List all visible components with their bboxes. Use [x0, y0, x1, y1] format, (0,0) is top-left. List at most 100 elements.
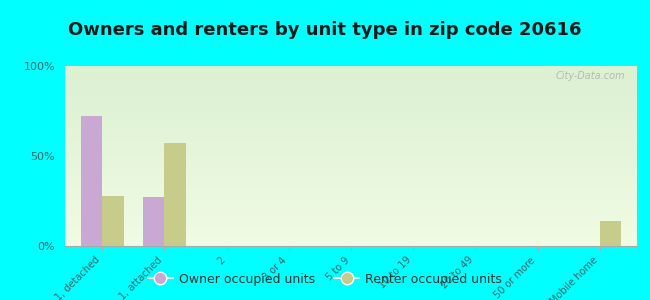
Bar — [65, 134, 637, 135]
Bar — [65, 152, 637, 153]
Bar — [65, 210, 637, 211]
Bar — [65, 165, 637, 166]
Bar — [65, 102, 637, 103]
Bar — [65, 217, 637, 218]
Bar — [65, 69, 637, 70]
Bar — [65, 140, 637, 141]
Bar — [65, 156, 637, 157]
Bar — [65, 167, 637, 168]
Bar — [65, 85, 637, 86]
Bar — [65, 180, 637, 181]
Bar — [65, 230, 637, 231]
Bar — [81, 116, 102, 246]
Bar — [143, 197, 164, 246]
Bar — [65, 145, 637, 146]
Bar — [65, 238, 637, 239]
Bar — [65, 220, 637, 221]
Bar — [65, 183, 637, 184]
Bar — [65, 126, 637, 127]
Bar — [65, 76, 637, 77]
Bar — [65, 166, 637, 167]
Bar — [65, 107, 637, 108]
Bar — [65, 111, 637, 112]
Bar — [65, 81, 637, 82]
Bar — [65, 185, 637, 186]
Bar — [65, 197, 637, 198]
Bar — [65, 243, 637, 244]
Bar — [65, 71, 637, 72]
Legend: Owner occupied units, Renter occupied units: Owner occupied units, Renter occupied un… — [143, 268, 507, 291]
Bar — [65, 204, 637, 205]
Bar — [65, 139, 637, 140]
Bar — [65, 245, 637, 246]
Bar — [65, 148, 637, 149]
Bar — [65, 66, 637, 67]
Bar — [65, 198, 637, 199]
Bar — [65, 135, 637, 136]
Bar — [65, 100, 637, 101]
Bar — [65, 209, 637, 210]
Bar — [65, 159, 637, 160]
Bar — [65, 172, 637, 173]
Bar — [65, 131, 637, 132]
Bar — [65, 77, 637, 78]
Bar — [65, 120, 637, 121]
Bar — [65, 125, 637, 126]
Bar — [65, 192, 637, 193]
Bar — [65, 200, 637, 201]
Bar — [65, 73, 637, 74]
Bar — [65, 202, 637, 203]
Bar — [65, 86, 637, 87]
Bar — [65, 208, 637, 209]
Bar — [65, 116, 637, 117]
Bar — [65, 82, 637, 83]
Bar — [65, 122, 637, 123]
Bar — [65, 170, 637, 171]
Bar — [65, 123, 637, 124]
Bar — [65, 186, 637, 187]
Bar — [65, 95, 637, 96]
Bar — [65, 154, 637, 155]
Bar — [65, 158, 637, 159]
Bar — [102, 196, 124, 246]
Bar — [65, 235, 637, 236]
Bar — [65, 97, 637, 98]
Bar — [65, 113, 637, 114]
Bar — [65, 132, 637, 133]
Bar — [65, 88, 637, 89]
Bar — [65, 212, 637, 213]
Bar — [65, 224, 637, 225]
Bar — [65, 215, 637, 216]
Bar — [65, 79, 637, 80]
Bar — [65, 175, 637, 176]
Bar — [65, 130, 637, 131]
Bar — [65, 96, 637, 97]
Bar — [65, 213, 637, 214]
Bar — [65, 206, 637, 207]
Bar — [65, 168, 637, 169]
Bar — [65, 182, 637, 183]
Bar — [65, 171, 637, 172]
Bar — [65, 127, 637, 128]
Text: Owners and renters by unit type in zip code 20616: Owners and renters by unit type in zip c… — [68, 21, 582, 39]
Bar — [65, 108, 637, 109]
Bar — [65, 221, 637, 222]
Bar — [65, 229, 637, 230]
Bar — [65, 106, 637, 107]
Bar — [65, 67, 637, 68]
Bar — [65, 153, 637, 154]
Bar — [65, 157, 637, 158]
Bar — [65, 133, 637, 134]
Bar — [65, 84, 637, 85]
Bar — [65, 144, 637, 145]
Bar — [65, 163, 637, 164]
Bar — [65, 155, 637, 156]
Bar — [65, 90, 637, 91]
Bar — [65, 164, 637, 165]
Bar — [65, 195, 637, 196]
Bar — [65, 211, 637, 212]
Bar — [65, 184, 637, 185]
Bar — [65, 241, 637, 242]
Bar — [65, 227, 637, 228]
Bar — [65, 242, 637, 243]
